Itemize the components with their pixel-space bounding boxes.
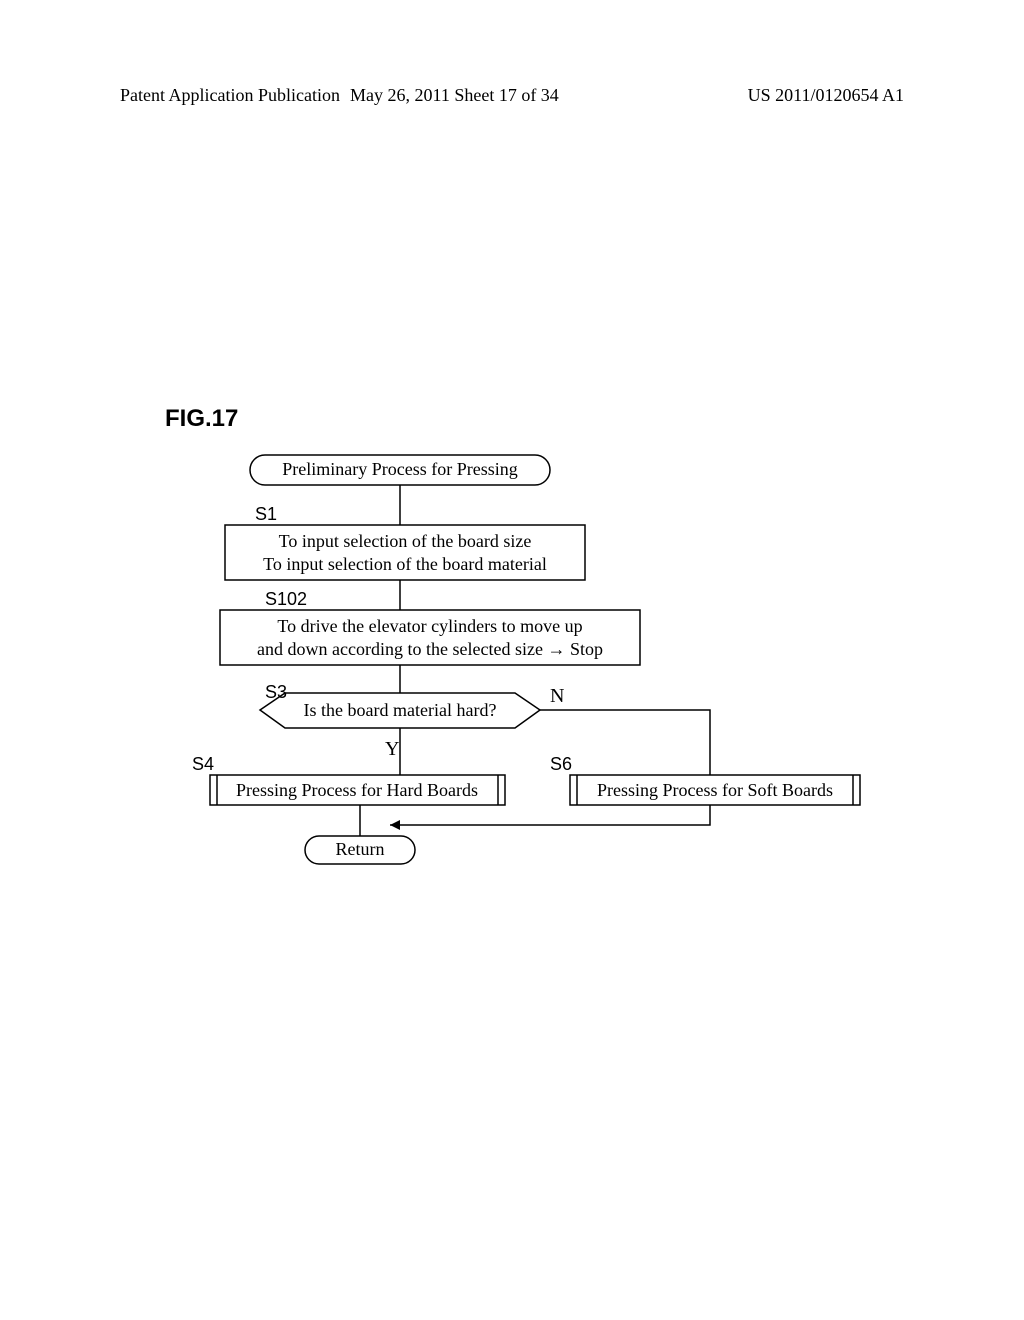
- header-right: US 2011/0120654 A1: [748, 85, 904, 106]
- node-s102-line2: and down according to the selected size …: [257, 639, 603, 659]
- node-s4-text: Pressing Process for Hard Boards: [236, 780, 478, 800]
- s6-label: S6: [550, 754, 572, 774]
- node-s6-text: Pressing Process for Soft Boards: [597, 780, 833, 800]
- node-s4-subprocess: Pressing Process for Hard Boards: [210, 775, 505, 805]
- decision-n-label: N: [550, 685, 564, 707]
- figure-label: FIG.17: [165, 405, 238, 433]
- decision-y-label: Y: [385, 738, 399, 760]
- edge-s6-return: [390, 805, 710, 825]
- header-middle: May 26, 2011 Sheet 17 of 34: [350, 85, 559, 106]
- node-start: Preliminary Process for Pressing: [250, 455, 550, 485]
- s102-label: S102: [265, 589, 307, 609]
- node-s1-line1: To input selection of the board size: [279, 531, 532, 551]
- node-s3-text: Is the board material hard?: [304, 700, 497, 720]
- header-left: Patent Application Publication: [120, 85, 340, 106]
- node-s3-decision: Is the board material hard?: [260, 693, 540, 728]
- arrowhead-s6-return: [390, 820, 400, 830]
- node-s102-line1: To drive the elevator cylinders to move …: [277, 616, 582, 636]
- node-s1-line2: To input selection of the board material: [263, 554, 547, 574]
- node-s6-subprocess: Pressing Process for Soft Boards: [570, 775, 860, 805]
- flowchart-diagram: Preliminary Process for Pressing S1 To i…: [0, 450, 1024, 900]
- node-start-text: Preliminary Process for Pressing: [282, 459, 517, 479]
- node-return: Return: [305, 836, 415, 864]
- node-return-text: Return: [336, 839, 385, 859]
- s1-label: S1: [255, 504, 277, 524]
- node-s1: To input selection of the board size To …: [225, 525, 585, 580]
- s4-label: S4: [192, 754, 214, 774]
- node-s102: To drive the elevator cylinders to move …: [220, 610, 640, 665]
